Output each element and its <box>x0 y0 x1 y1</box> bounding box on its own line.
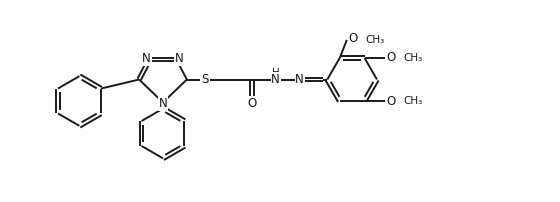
Text: N: N <box>142 52 151 65</box>
Text: CH₃: CH₃ <box>365 35 384 45</box>
Text: O: O <box>247 97 256 110</box>
Text: N: N <box>175 52 184 65</box>
Text: O: O <box>348 32 358 45</box>
Text: N: N <box>272 73 280 86</box>
Text: S: S <box>202 73 209 86</box>
Text: CH₃: CH₃ <box>403 53 422 63</box>
Text: O: O <box>386 52 396 64</box>
Text: N: N <box>158 97 167 110</box>
Text: H: H <box>272 68 279 78</box>
Text: CH₃: CH₃ <box>403 96 422 106</box>
Text: O: O <box>386 95 396 107</box>
Text: N: N <box>295 73 304 86</box>
